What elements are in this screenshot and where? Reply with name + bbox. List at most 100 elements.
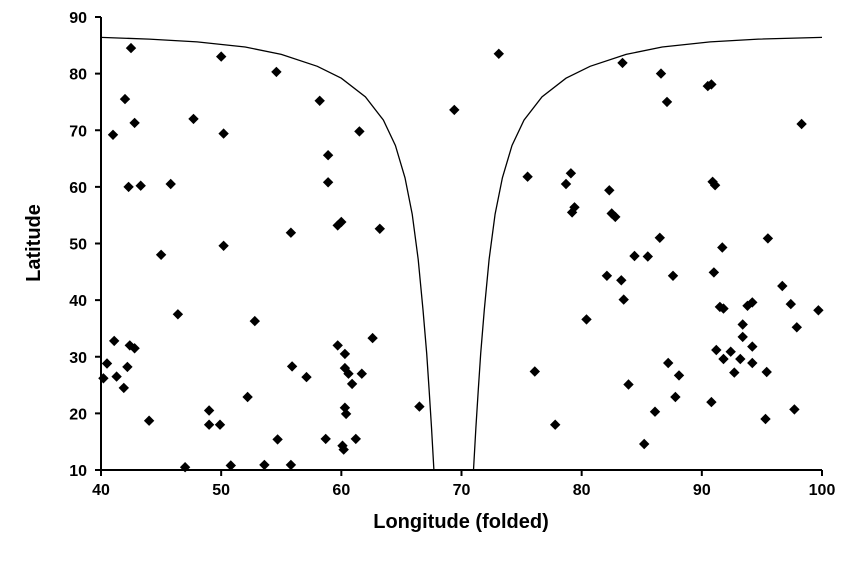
data-point-diamond	[249, 315, 260, 327]
data-point-diamond	[569, 202, 580, 213]
y-tick-label: 40	[69, 293, 87, 310]
plot-area	[98, 36, 824, 473]
data-point-diamond	[661, 96, 673, 108]
x-tick-label: 90	[693, 482, 711, 499]
data-point-diamond	[340, 408, 352, 420]
data-point-diamond	[203, 405, 215, 416]
y-tick-label: 80	[69, 67, 87, 84]
data-point-diamond	[225, 460, 236, 471]
x-tick-label: 100	[809, 482, 836, 499]
data-point-diamond	[301, 371, 312, 383]
data-point-diamond	[109, 335, 120, 347]
data-point-diamond	[101, 358, 113, 369]
data-point-diamond	[707, 176, 718, 187]
data-point-diamond	[111, 371, 122, 382]
data-point-diamond	[670, 391, 681, 403]
data-point-diamond	[711, 344, 722, 356]
x-tick-label: 50	[212, 482, 230, 499]
data-point-diamond	[320, 433, 331, 445]
data-point-diamond	[616, 275, 627, 286]
data-point-diamond	[737, 319, 748, 330]
data-point-diamond	[125, 42, 137, 54]
data-point-diamond	[718, 353, 729, 365]
boundary-curve-1	[100, 36, 435, 471]
data-point-diamond	[761, 366, 772, 378]
data-point-diamond	[350, 433, 361, 445]
data-point-diamond	[367, 332, 378, 344]
data-point-diamond	[285, 227, 297, 238]
data-point-diamond	[123, 181, 134, 193]
data-point-diamond	[343, 368, 354, 379]
data-point-diamond	[529, 366, 540, 377]
data-point-diamond	[789, 404, 800, 415]
y-axis-title: Latitude	[23, 204, 45, 282]
data-point-diamond	[601, 270, 613, 281]
data-point-diamond	[663, 357, 674, 369]
y-tick-label: 70	[69, 123, 87, 140]
x-tick-label: 70	[453, 482, 471, 499]
data-point-diamond	[346, 378, 358, 390]
data-point-diamond	[129, 343, 140, 354]
data-point-diamond	[332, 340, 343, 351]
data-point-diamond	[667, 270, 679, 281]
data-point-diamond	[649, 406, 661, 417]
data-point-diamond	[118, 382, 129, 394]
data-point-diamond	[560, 178, 572, 190]
data-point-diamond	[706, 396, 717, 408]
y-tick-label: 50	[69, 237, 87, 254]
data-point-diamond	[356, 368, 367, 379]
data-point-diamond	[813, 305, 824, 316]
data-point-diamond	[218, 128, 229, 139]
data-point-diamond	[119, 93, 131, 105]
data-point-diamond	[172, 309, 184, 320]
data-point-diamond	[654, 232, 665, 243]
data-point-diamond	[216, 51, 227, 62]
data-point-diamond	[760, 413, 771, 425]
data-point-diamond	[286, 361, 298, 372]
data-point-diamond	[374, 223, 385, 234]
data-point-diamond	[242, 391, 253, 403]
data-point-diamond	[762, 233, 774, 244]
data-point-diamond	[725, 346, 736, 357]
data-point-diamond	[203, 419, 215, 430]
data-point-diamond	[777, 280, 788, 292]
data-point-diamond	[322, 177, 334, 188]
data-point-diamond	[285, 459, 297, 471]
data-point-diamond	[272, 434, 283, 445]
data-point-diamond	[617, 57, 628, 69]
data-point-diamond	[702, 80, 713, 92]
data-point-diamond	[708, 267, 720, 278]
data-point-diamond	[785, 298, 796, 310]
data-point-diamond	[642, 251, 653, 262]
x-tick-label: 40	[92, 482, 110, 499]
data-point-diamond	[747, 297, 758, 308]
y-tick-label: 10	[69, 463, 87, 480]
data-point-diamond	[796, 118, 807, 130]
data-point-diamond	[791, 322, 802, 333]
data-point-diamond	[737, 331, 748, 343]
data-point-diamond	[673, 370, 685, 381]
data-point-diamond	[581, 314, 592, 325]
data-point-diamond	[747, 357, 758, 369]
data-point-diamond	[655, 68, 667, 79]
data-point-diamond	[188, 113, 199, 125]
data-point-diamond	[717, 242, 728, 253]
x-axis-title: Longitude (folded)	[373, 511, 549, 533]
data-point-diamond	[98, 373, 109, 384]
data-point-diamond	[165, 178, 176, 190]
data-point-diamond	[735, 353, 746, 365]
data-point-diamond	[107, 129, 119, 140]
data-point-diamond	[449, 104, 460, 116]
x-tick-label: 80	[573, 482, 591, 499]
data-point-diamond	[322, 150, 334, 161]
data-point-diamond	[135, 180, 146, 191]
data-point-diamond	[354, 126, 365, 137]
data-point-diamond	[606, 208, 617, 219]
y-tick-label: 20	[69, 406, 87, 423]
data-point-diamond	[629, 250, 640, 262]
y-tick-label: 60	[69, 180, 87, 197]
data-point-diamond	[143, 415, 155, 426]
y-tick-label: 30	[69, 350, 87, 367]
data-point-diamond	[338, 444, 349, 455]
